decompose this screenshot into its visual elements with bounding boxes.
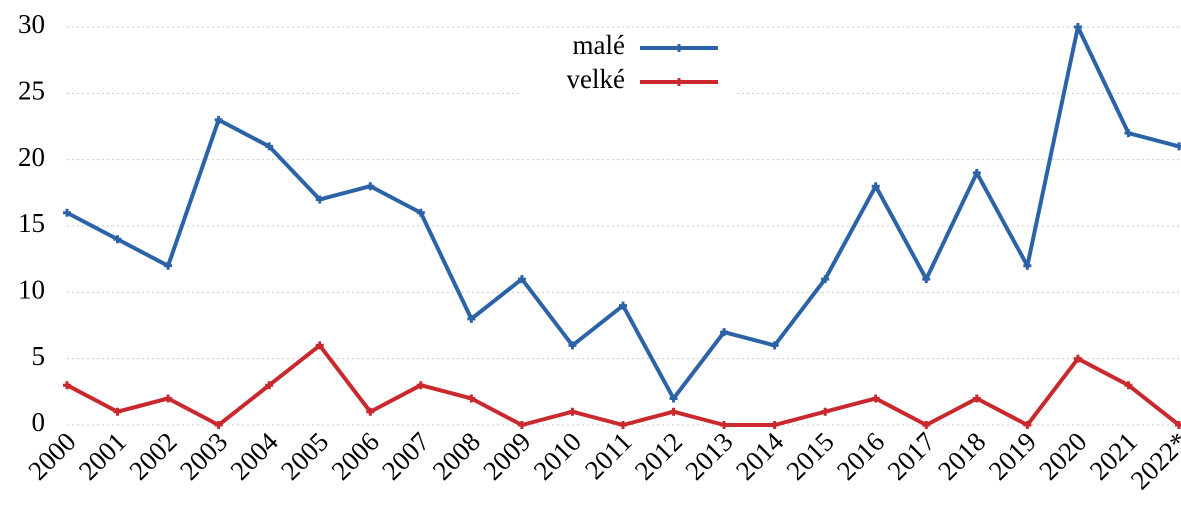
- point-marker: [770, 421, 779, 429]
- x-tick-label: 2012: [629, 426, 688, 485]
- point-marker: [720, 328, 729, 337]
- point-marker: [416, 381, 425, 390]
- point-marker: [366, 407, 375, 416]
- point-marker: [871, 394, 880, 403]
- y-tick-label: 5: [32, 341, 46, 371]
- point-marker: [619, 421, 627, 429]
- point-marker: [315, 195, 324, 204]
- point-marker: [366, 182, 375, 191]
- point-marker: [315, 341, 324, 350]
- point-marker: [113, 407, 122, 416]
- point-marker: [265, 381, 274, 390]
- series-line: [66, 343, 1181, 427]
- point-marker: [720, 421, 729, 429]
- point-marker: [63, 381, 71, 390]
- point-marker: [1175, 142, 1181, 151]
- point-marker: [871, 182, 880, 191]
- x-tick-label: 2002: [123, 426, 182, 485]
- x-tick-label: 2018: [932, 426, 991, 485]
- point-marker: [265, 142, 274, 151]
- x-tick-label: 2006: [326, 426, 385, 485]
- legend-label: malé: [573, 30, 625, 60]
- point-marker: [1073, 23, 1082, 31]
- y-tick-label: 10: [18, 275, 45, 305]
- x-tick-label: 2017: [882, 426, 941, 485]
- x-tick-label: 2015: [780, 426, 839, 485]
- x-tick-label: 2014: [730, 426, 790, 486]
- point-marker: [568, 407, 577, 416]
- y-tick-label: 30: [18, 9, 45, 39]
- point-marker: [63, 208, 71, 217]
- point-marker: [517, 421, 526, 429]
- x-tick-label: 2020: [1033, 426, 1092, 485]
- point-marker: [1023, 421, 1032, 429]
- point-marker: [517, 275, 526, 284]
- point-marker: [922, 421, 931, 429]
- legend-label: velké: [567, 64, 625, 94]
- point-marker: [770, 341, 779, 350]
- legend-box: [520, 28, 735, 96]
- point-marker: [619, 301, 627, 310]
- point-marker: [669, 407, 678, 416]
- point-marker: [922, 275, 931, 284]
- x-tick-label: 2007: [376, 426, 435, 485]
- x-tick-label: 2008: [427, 426, 486, 485]
- point-marker: [1073, 354, 1082, 363]
- point-marker: [972, 394, 981, 403]
- x-tick-label: 2011: [579, 426, 638, 485]
- x-tick-label: 2003: [174, 426, 233, 485]
- y-tick-label: 25: [18, 76, 45, 106]
- x-tick-label: 2013: [679, 426, 738, 485]
- x-tick-label: 2001: [73, 426, 132, 485]
- point-marker: [669, 394, 678, 403]
- point-marker: [1124, 129, 1133, 138]
- point-marker: [1124, 381, 1133, 390]
- x-tick-label: 2009: [477, 426, 536, 485]
- point-marker: [568, 341, 577, 350]
- point-marker: [467, 314, 476, 323]
- point-marker: [972, 168, 981, 177]
- x-tick-label: 2010: [528, 426, 587, 485]
- point-marker: [821, 275, 830, 284]
- point-marker: [1175, 421, 1181, 429]
- x-tick-label: 2016: [831, 426, 890, 485]
- point-marker: [214, 421, 223, 429]
- point-marker: [164, 394, 173, 403]
- point-marker: [1023, 261, 1032, 270]
- point-marker: [416, 208, 425, 217]
- x-tick-label: 2019: [983, 426, 1042, 485]
- point-marker: [214, 115, 223, 124]
- y-tick-label: 15: [18, 208, 45, 238]
- point-marker: [467, 394, 476, 403]
- x-tick-label: 2005: [275, 426, 334, 485]
- point-marker: [164, 261, 173, 270]
- point-marker: [113, 235, 122, 244]
- x-tick-label: 2004: [224, 426, 284, 486]
- y-tick-label: 20: [18, 142, 45, 172]
- legend-marker: [675, 78, 683, 86]
- point-marker: [821, 407, 830, 416]
- legend-marker: [675, 44, 683, 52]
- x-tick-label: 2022*: [1125, 426, 1181, 495]
- y-tick-label: 0: [32, 407, 46, 437]
